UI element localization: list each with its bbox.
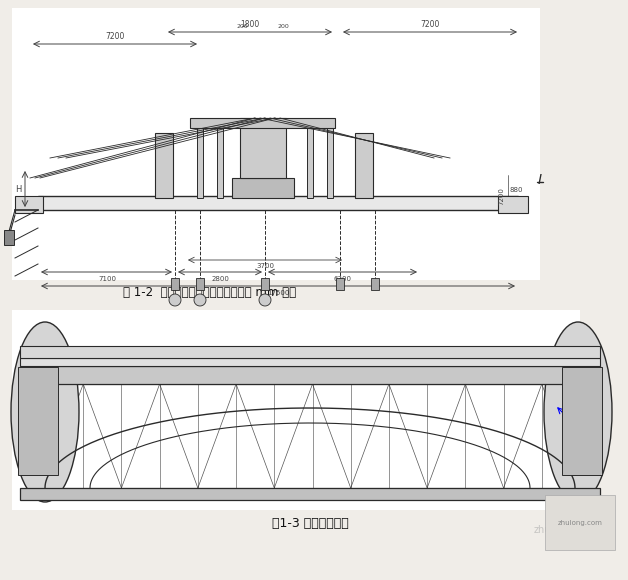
Text: 1800: 1800 xyxy=(241,20,259,29)
Bar xyxy=(4,230,14,245)
Text: 200: 200 xyxy=(236,24,248,29)
Text: 7200: 7200 xyxy=(498,187,504,205)
Bar xyxy=(20,346,600,358)
Bar xyxy=(261,278,269,290)
Bar xyxy=(545,495,615,550)
Text: 图1-3 挂篮正立面图: 图1-3 挂篮正立面图 xyxy=(272,517,349,530)
Bar xyxy=(247,118,253,198)
Bar xyxy=(20,366,600,384)
Bar xyxy=(240,118,286,178)
Text: 3700: 3700 xyxy=(256,263,274,269)
Bar xyxy=(155,133,173,198)
Bar xyxy=(336,278,344,290)
Bar xyxy=(307,118,313,198)
Bar xyxy=(277,118,283,198)
Bar xyxy=(562,367,602,475)
Bar xyxy=(190,118,335,128)
Text: 17500: 17500 xyxy=(267,290,289,296)
Bar xyxy=(20,358,600,366)
Bar xyxy=(38,196,518,210)
Text: 880: 880 xyxy=(510,187,524,193)
Bar xyxy=(327,118,333,198)
Ellipse shape xyxy=(544,322,612,502)
Bar xyxy=(197,118,203,198)
Circle shape xyxy=(169,294,181,306)
Bar xyxy=(196,278,204,290)
Bar xyxy=(217,118,223,198)
Text: I: I xyxy=(538,173,542,187)
Text: 6300: 6300 xyxy=(334,276,352,282)
Text: 7200: 7200 xyxy=(106,32,125,41)
Ellipse shape xyxy=(11,322,79,502)
Bar xyxy=(12,8,540,280)
Bar xyxy=(171,278,179,290)
Text: zhulong.com: zhulong.com xyxy=(534,525,596,535)
Text: 2800: 2800 xyxy=(211,276,229,282)
Text: H: H xyxy=(16,184,22,194)
Bar xyxy=(12,310,580,510)
Text: 7100: 7100 xyxy=(98,276,116,282)
Text: 200: 200 xyxy=(277,24,289,29)
Circle shape xyxy=(259,294,271,306)
Bar xyxy=(232,178,294,198)
Bar xyxy=(15,196,43,213)
Bar xyxy=(498,196,528,213)
Text: 图 1-2  挂篮侧视结构图（本图尺寸以 mm 计）: 图 1-2 挂篮侧视结构图（本图尺寸以 mm 计） xyxy=(124,286,296,299)
Circle shape xyxy=(194,294,206,306)
Text: zhulong.com: zhulong.com xyxy=(558,520,602,526)
Bar xyxy=(20,488,600,500)
Bar xyxy=(355,133,373,198)
Text: 7200: 7200 xyxy=(420,20,440,29)
Bar xyxy=(18,367,58,475)
Bar xyxy=(371,278,379,290)
